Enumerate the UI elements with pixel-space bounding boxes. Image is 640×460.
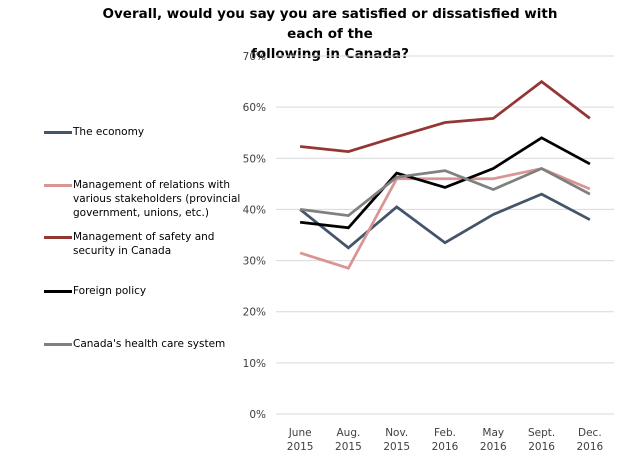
- series-line-management-of-relations-with-v: [299, 167, 591, 270]
- x-tick-label: Aug.: [337, 427, 361, 439]
- y-tick-label: 10%: [243, 358, 266, 370]
- legend-swatch-economy: [44, 131, 72, 134]
- x-tick-label: 2016: [480, 441, 507, 453]
- chart-title-line-1: Overall, would you say you are satisfied…: [102, 6, 558, 42]
- legend-swatch-health-care: [44, 343, 72, 346]
- y-tick-label: 30%: [243, 256, 266, 268]
- legend-swatch-stakeholders: [44, 184, 72, 187]
- x-tick-label: May: [482, 427, 504, 439]
- legend-item-health-care: Canada's health care system: [44, 337, 243, 351]
- x-axis: June 2015 Aug. 2015 Nov. 2015 Feb. 2016 May 2016 S…: [287, 427, 604, 453]
- x-tick-label: 2016: [576, 441, 603, 453]
- legend-swatch-foreign-policy: [44, 290, 72, 293]
- legend-label-foreign-policy: Foreign policy: [73, 285, 147, 297]
- legend-item-foreign-policy: Foreign policy: [44, 284, 243, 298]
- legend-item-stakeholders: Management of relations with various sta…: [44, 178, 243, 220]
- x-tick-label: Dec.: [578, 427, 602, 439]
- y-tick-label: 20%: [243, 307, 266, 319]
- y-tick-label: 50%: [243, 153, 266, 165]
- legend-item-economy: The economy: [44, 125, 243, 139]
- x-tick-label: 2015: [383, 441, 410, 453]
- x-tick-label: Feb.: [434, 427, 456, 439]
- chart-title: Overall, would you say you are satisfied…: [100, 4, 560, 64]
- gridlines: [276, 55, 614, 415]
- series-line-foreign-policy: [299, 136, 591, 230]
- y-tick-label: 0%: [249, 409, 266, 421]
- series-line-canada-s-health-care-system: [299, 166, 591, 218]
- chart-title-line-2: following in Canada?: [250, 46, 410, 62]
- x-tick-label: 2015: [335, 441, 362, 453]
- x-tick-label: Nov.: [385, 427, 408, 439]
- legend-label-safety: Management of safety and security in Can…: [73, 231, 215, 257]
- series-line-management-of-safety-and-secur: [299, 79, 591, 153]
- series-line-the-economy: [299, 192, 591, 250]
- x-tick-label: Sept.: [528, 427, 555, 439]
- y-tick-label: 60%: [243, 102, 266, 114]
- y-axis: 0% 10% 20% 30% 40% 50% 60% 70%: [243, 51, 266, 421]
- y-tick-label: 70%: [243, 51, 266, 63]
- x-tick-label: 2016: [432, 441, 459, 453]
- legend-label-health-care: Canada's health care system: [73, 338, 226, 350]
- x-tick-label: 2015: [287, 441, 314, 453]
- y-tick-label: 40%: [243, 204, 266, 216]
- x-tick-label: June: [288, 427, 312, 439]
- legend-label-stakeholders: Management of relations with various sta…: [73, 179, 241, 219]
- x-tick-label: 2016: [528, 441, 555, 453]
- legend-item-safety: Management of safety and security in Can…: [44, 230, 223, 258]
- legend-label-economy: The economy: [73, 126, 145, 138]
- series-lines: [299, 79, 591, 270]
- legend-swatch-safety: [44, 236, 72, 239]
